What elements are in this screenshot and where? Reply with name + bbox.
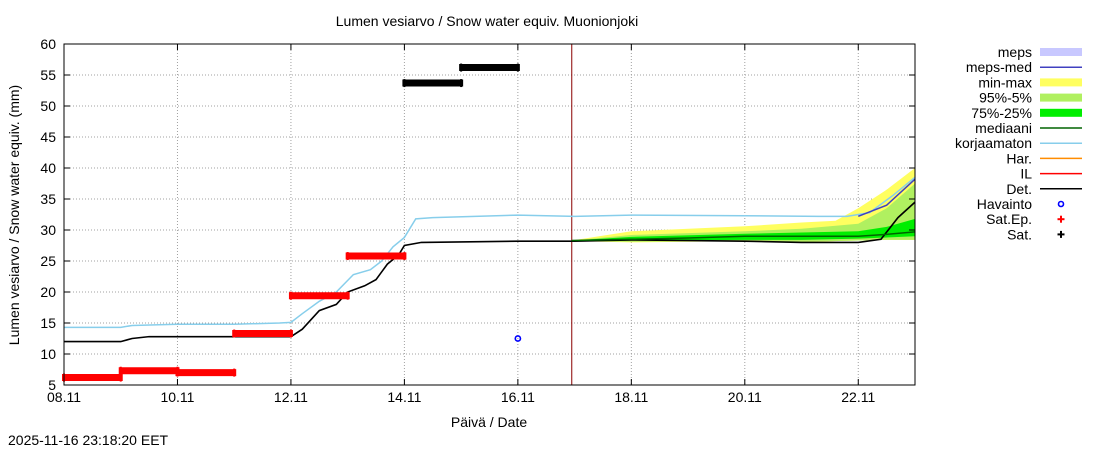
y-tick-label: 15 bbox=[40, 315, 56, 331]
legend-label-p75_25: 75%-25% bbox=[971, 105, 1032, 121]
y-axis-label: Lumen vesiarvo / Snow water equiv. (mm) bbox=[6, 85, 22, 345]
plot-background bbox=[64, 44, 915, 385]
legend-label-sat: Sat. bbox=[1007, 226, 1032, 242]
x-axis-label: Päivä / Date bbox=[451, 414, 527, 430]
plot-area bbox=[64, 44, 915, 385]
legend-label-har: Har. bbox=[1006, 150, 1032, 166]
y-tick-label: 5 bbox=[48, 377, 56, 393]
legend-symbol-minmax bbox=[1040, 78, 1082, 87]
legend: mepsmeps-medmin-max95%-5%75%-25%mediaani… bbox=[955, 44, 1082, 242]
legend-label-det: Det. bbox=[1006, 181, 1032, 197]
plot-border bbox=[63, 43, 916, 386]
y-tick-label: 60 bbox=[40, 36, 56, 52]
y-tick-label: 55 bbox=[40, 67, 56, 83]
legend-label-meps: meps bbox=[998, 44, 1032, 60]
y-tick-label: 40 bbox=[40, 160, 56, 176]
x-tick-label: 16.11 bbox=[501, 389, 535, 405]
legend-label-median: mediaani bbox=[975, 120, 1032, 136]
x-tick-label: 18.11 bbox=[614, 389, 648, 405]
legend-label-havainto: Havainto bbox=[977, 196, 1032, 212]
x-axis-ticks: 08.11 10.11 12.11 14.11 16.11 18.11 20.11 22.11 bbox=[47, 44, 875, 405]
legend-symbol-p95_5 bbox=[1040, 93, 1082, 102]
y-tick-label: 20 bbox=[40, 284, 56, 300]
legend-label-sat_ep: Sat.Ep. bbox=[986, 211, 1032, 227]
x-tick-label: 10.11 bbox=[160, 389, 194, 405]
x-tick-label: 20.11 bbox=[728, 389, 762, 405]
legend-label-uncorrected: korjaamaton bbox=[955, 135, 1032, 151]
band-95-5- bbox=[571, 183, 915, 242]
legend-label-minmax: min-max bbox=[978, 74, 1032, 90]
band-min-max bbox=[571, 168, 915, 243]
x-tick-label: 08.11 bbox=[47, 389, 81, 405]
plot-frame bbox=[63, 43, 916, 386]
legend-symbol-p75_25 bbox=[1040, 108, 1082, 117]
chart-title: Lumen vesiarvo / Snow water equiv. Muoni… bbox=[336, 13, 638, 29]
x-tick-label: 12.11 bbox=[274, 389, 308, 405]
y-axis-ticks: 5 10 15 20 25 30 35 40 45 50 55 60 bbox=[40, 36, 915, 393]
series-mediaani bbox=[571, 231, 916, 242]
timestamp: 2025-11-16 23:18:20 EET bbox=[8, 432, 169, 448]
y-tick-label: 25 bbox=[40, 253, 56, 269]
y-tick-label: 10 bbox=[40, 346, 56, 362]
legend-symbol-meps bbox=[1040, 48, 1082, 56]
legend-symbol-havainto bbox=[1057, 200, 1065, 208]
legend-label-meps_med: meps-med bbox=[966, 59, 1032, 75]
y-tick-label: 50 bbox=[40, 98, 56, 114]
legend-label-il: IL bbox=[1020, 166, 1032, 182]
y-tick-label: 35 bbox=[40, 191, 56, 207]
x-tick-label: 14.11 bbox=[387, 389, 421, 405]
x-tick-label: 22.11 bbox=[841, 389, 875, 405]
havainto-marker bbox=[514, 335, 522, 342]
legend-label-p95_5: 95%-5% bbox=[979, 90, 1032, 106]
series-meps-med bbox=[857, 178, 916, 218]
grid-lines bbox=[64, 44, 915, 385]
y-tick-label: 30 bbox=[40, 222, 56, 238]
y-tick-label: 45 bbox=[40, 129, 56, 145]
